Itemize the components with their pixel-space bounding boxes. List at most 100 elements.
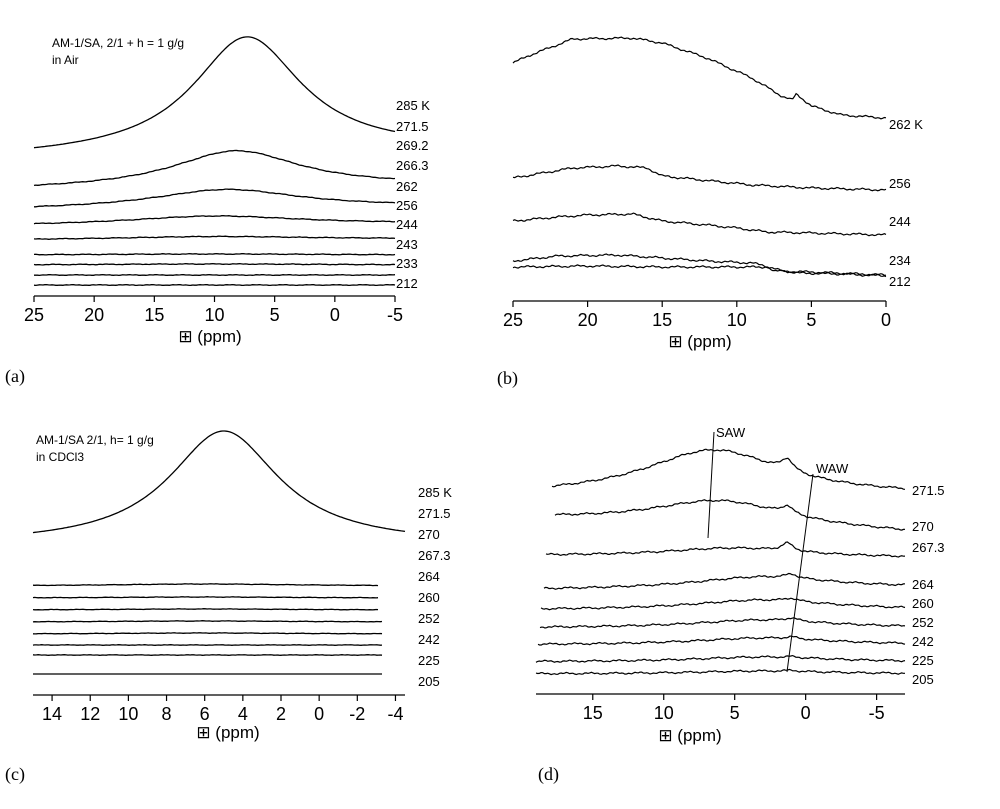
panel-a-stack-label: 212	[396, 276, 418, 291]
panel-c-tick-label: 12	[80, 704, 100, 724]
panel-d-spectrum-line	[551, 448, 906, 490]
panel-d-spectrum-line	[539, 617, 906, 629]
panel-c-stack-label: 267.3	[418, 548, 451, 563]
panel-a-spectrum-line	[33, 283, 396, 287]
panel-a-annotation-line1: AM-1/SA, 2/1 + h = 1 g/g	[52, 36, 184, 50]
panel-a-spectrum-line	[33, 262, 396, 266]
panel-a-stack-label: 256	[396, 198, 418, 213]
panel-d-spectrum-line	[535, 654, 906, 663]
panel-c-stack-label: 225	[418, 653, 440, 668]
panel-d-stack-label: 271.5	[912, 483, 945, 498]
panel-b-tick-label: 20	[578, 310, 598, 330]
panel-c-tick-label: 6	[200, 704, 210, 724]
panel-b-stack-label: 244	[889, 214, 911, 229]
panel-c-spectrum-line	[32, 608, 379, 611]
panel-a-spectrum-line	[33, 36, 396, 149]
panel-b-stack-label: 212	[889, 274, 911, 289]
panel-d-spectrum-line	[545, 541, 906, 558]
panel-c-spectrum-line	[32, 596, 379, 599]
panel-b-tick-label: 15	[652, 310, 672, 330]
panel-d-waw-guide-line	[786, 473, 814, 673]
panel-c-stack-label: 252	[418, 611, 440, 626]
panel-c-tick-label: -2	[349, 704, 365, 724]
panel-c-spectrum-line	[32, 583, 379, 587]
panel-a-stack-label: 285 K	[396, 98, 430, 113]
panel-b: 25 20 15 10 5 0 262 K 256 244 234 212 ⊞ (ppm) (b)	[497, 36, 923, 389]
panel-c-stack-label: 264	[418, 569, 440, 584]
panel-d-spectrum-line	[543, 572, 906, 590]
panel-d-spectrum-line	[554, 499, 906, 531]
panel-a-stack-label: 243	[396, 237, 418, 252]
panel-d-stack-label: 205	[912, 672, 934, 687]
panel-b-spectrum-line	[512, 253, 887, 277]
panel-b-tick-label: 10	[727, 310, 747, 330]
panel-a-spectrum-line	[34, 188, 396, 208]
panel-a: AM-1/SA, 2/1 + h = 1 g/g in Air 25 20 15 10…	[5, 36, 430, 387]
panel-d-waw-label: WAW	[816, 461, 849, 476]
panel-c-tick-label: 2	[276, 704, 286, 724]
panel-d: 15 10 5 0 -5 271.5 270 267.3 264 260 252 242 225 205…	[535, 425, 945, 785]
panel-a-tick-label: 0	[330, 305, 340, 325]
panel-b-spectrum-line	[512, 164, 887, 192]
panel-a-xlabel: ⊞ (ppm)	[178, 327, 241, 346]
panel-a-tick-label: 20	[84, 305, 104, 325]
panel-a-spectrum-line	[33, 149, 396, 187]
panel-a-stack-label: 266.3	[396, 158, 429, 173]
panel-d-tick-label: 10	[654, 703, 674, 723]
panel-a-spectrum-line	[33, 273, 396, 277]
panel-b-spectrum-line	[512, 36, 887, 120]
panel-a-stack-label: 233	[396, 256, 418, 271]
panel-c-tick-label: 4	[238, 704, 248, 724]
panel-b-tick-label: 25	[503, 310, 523, 330]
panel-d-xlabel: ⊞ (ppm)	[658, 726, 721, 745]
panel-c-tick-label: 8	[162, 704, 172, 724]
panel-a-tick-label: 10	[204, 305, 224, 325]
panel-d-spectrum-line	[535, 668, 905, 676]
panel-b-xlabel: ⊞ (ppm)	[668, 332, 731, 351]
panel-c-spectrum-line	[32, 632, 383, 635]
panel-c-spectrum-line	[32, 654, 383, 656]
panel-a-stack-label: 269.2	[396, 138, 429, 153]
panel-a-stack-label: 244	[396, 217, 418, 232]
panel-d-stack-label: 270	[912, 519, 934, 534]
panel-d-saw-guide-line	[707, 431, 715, 539]
panel-b-stack-label: 262 K	[889, 117, 923, 132]
panel-b-stack-label: 256	[889, 176, 911, 191]
panel-c-stack-label: 285 K	[418, 485, 452, 500]
panel-c-tick-label: 0	[314, 704, 324, 724]
panel-b-spectrum-line	[512, 264, 887, 278]
panel-d-stack-label: 264	[912, 577, 934, 592]
panel-d-saw-label: SAW	[716, 425, 746, 440]
panel-c: AM-1/SA 2/1, h= 1 g/g in CDCl3 14 12 10 8 6 4…	[5, 430, 452, 785]
panel-d-stack-label: 260	[912, 596, 934, 611]
panel-c-stack-label: 205	[418, 674, 440, 689]
panel-a-stack-label: 271.5	[396, 119, 429, 134]
panel-a-stack-label: 262	[396, 179, 418, 194]
panel-a-tick-label: 25	[24, 305, 44, 325]
panel-b-stack-label: 234	[889, 253, 911, 268]
panel-c-xlabel: ⊞ (ppm)	[196, 723, 259, 742]
panel-c-letter: (c)	[5, 764, 25, 785]
panel-a-annotation-line2: in Air	[52, 53, 79, 67]
panel-c-tick-label: 10	[118, 704, 138, 724]
panel-d-tick-label: 0	[801, 703, 811, 723]
panel-c-spectrum-line	[32, 620, 383, 623]
panel-c-stack-label: 271.5	[418, 506, 451, 521]
panel-b-tick-label: 5	[806, 310, 816, 330]
panel-d-tick-label: 15	[583, 703, 603, 723]
panel-c-annotation-line2: in CDCl3	[36, 450, 84, 464]
panel-d-letter: (d)	[538, 764, 559, 785]
panel-c-tick-label: -4	[387, 704, 403, 724]
panel-d-spectrum-line	[537, 635, 906, 646]
panel-d-stack-label: 252	[912, 615, 934, 630]
panel-a-spectrum-line	[33, 252, 396, 256]
panel-d-spectrum-line	[540, 597, 906, 611]
panel-c-stack-label: 242	[418, 632, 440, 647]
panel-a-tick-label: 15	[144, 305, 164, 325]
panel-d-stack-label: 225	[912, 653, 934, 668]
panel-a-tick-label: -5	[387, 305, 403, 325]
panel-a-spectrum-line	[33, 235, 396, 240]
panel-d-stack-label: 242	[912, 634, 934, 649]
panel-b-tick-label: 0	[881, 310, 891, 330]
